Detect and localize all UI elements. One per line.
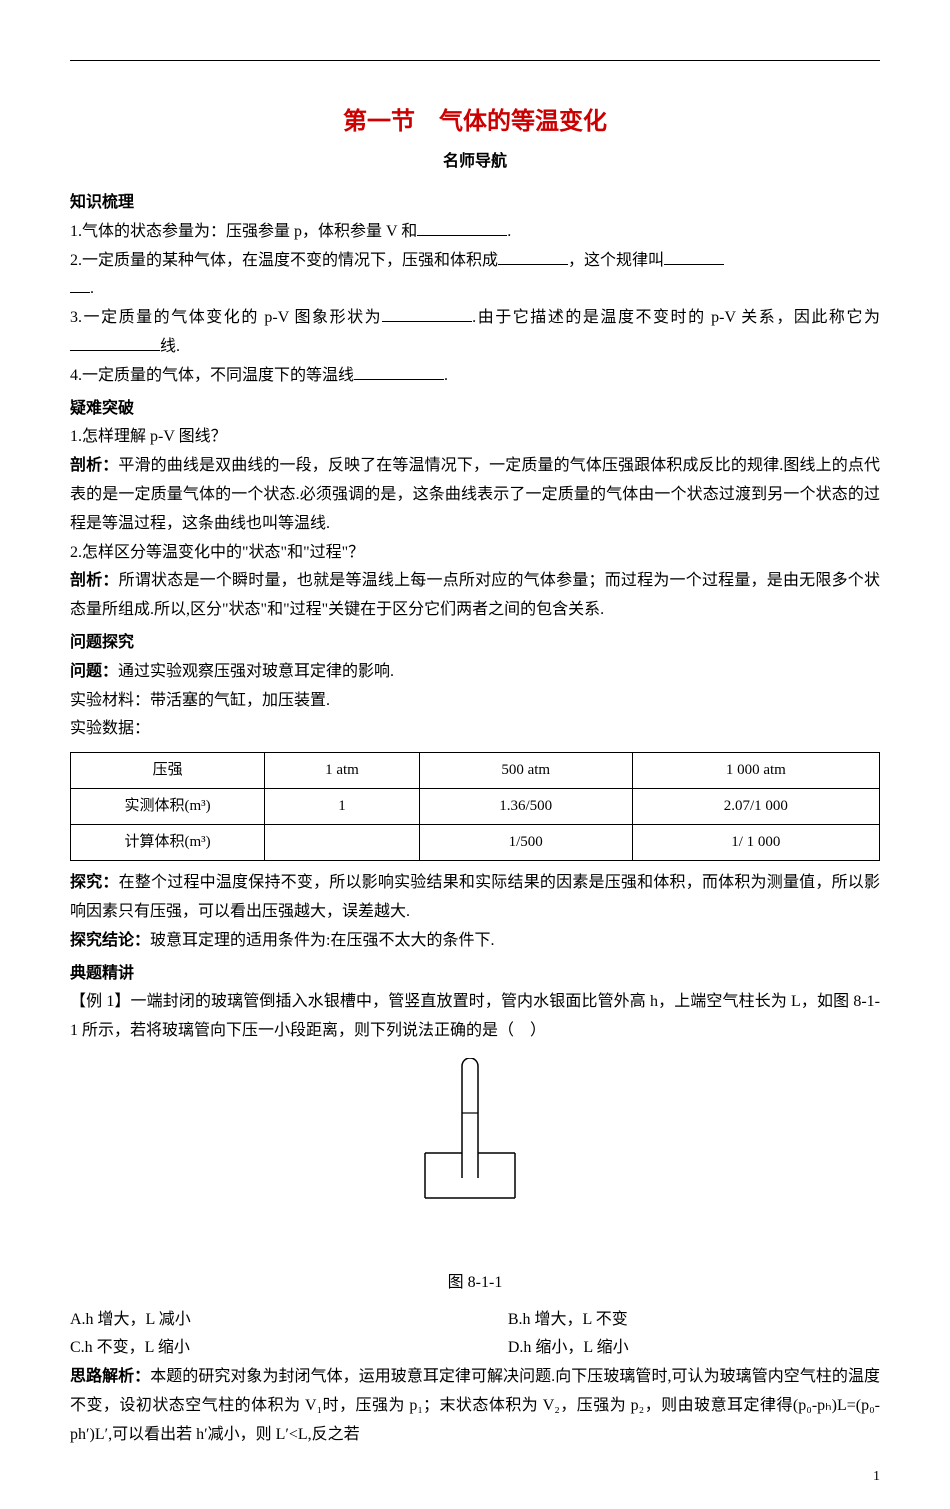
difficulty-q1: 1.怎样理解 p-V 图线？ bbox=[70, 423, 880, 452]
explore-research: 探究：在整个过程中温度保持不变，所以影响实验结果和实际结果的因素是压强和体积，而… bbox=[70, 869, 880, 927]
explore-materials: 实验材料：带活塞的气缸，加压装置. bbox=[70, 687, 880, 716]
blank-fill bbox=[70, 335, 160, 351]
text: .由于它描述的是温度不变时的 p-V 关系，因此称它为 bbox=[472, 309, 880, 326]
text: 一端封闭的玻璃管倒插入水银槽中，管竖直放置时，管内水银面比管外高 h，上端空气柱… bbox=[70, 993, 880, 1039]
text: 2.一定质量的某种气体，在温度不变的情况下，压强和体积成 bbox=[70, 252, 498, 269]
explore-data-label: 实验数据： bbox=[70, 715, 880, 744]
knowledge-item-3: 3.一定质量的气体变化的 p-V 图象形状为 .由于它描述的是温度不变时的 p-V… bbox=[70, 304, 880, 362]
blank-fill bbox=[382, 306, 472, 322]
table-cell: 1 000 atm bbox=[632, 753, 879, 789]
blank-fill bbox=[354, 364, 444, 380]
text: 平滑的曲线是双曲线的一段，反映了在等温情况下，一定质量的气体压强跟体积成反比的规… bbox=[70, 457, 880, 532]
conclusion-label: 探究结论： bbox=[70, 932, 150, 949]
text: 线. bbox=[160, 338, 180, 355]
options-row-1: A.h 增大，L 减小 B.h 增大，L 不变 bbox=[70, 1306, 880, 1335]
heading-knowledge: 知识梳理 bbox=[70, 189, 880, 218]
knowledge-item-2: 2.一定质量的某种气体，在温度不变的情况下，压强和体积成 ，这个规律叫. bbox=[70, 247, 880, 305]
explore-question: 问题：通过实验观察压强对玻意耳定律的影响. bbox=[70, 658, 880, 687]
table-cell: 1 bbox=[265, 789, 420, 825]
table-cell: 2.07/1 000 bbox=[632, 789, 879, 825]
table-cell: 1/ 1 000 bbox=[632, 825, 879, 861]
explore-conclusion: 探究结论：玻意耳定理的适用条件为:在压强不太大的条件下. bbox=[70, 927, 880, 956]
table-cell: 1 atm bbox=[265, 753, 420, 789]
table-cell: 实测体积(m³) bbox=[71, 789, 265, 825]
analysis-label: 剖析： bbox=[70, 572, 119, 589]
option-c: C.h 不变，L 缩小 bbox=[70, 1334, 508, 1363]
blank-fill bbox=[70, 277, 90, 293]
heading-examples: 典题精讲 bbox=[70, 960, 880, 989]
options-row-2: C.h 不变，L 缩小 D.h 缩小，L 缩小 bbox=[70, 1334, 880, 1363]
table-cell: 计算体积(m³) bbox=[71, 825, 265, 861]
heading-explore: 问题探究 bbox=[70, 629, 880, 658]
text: . bbox=[507, 223, 511, 240]
knowledge-item-1: 1.气体的状态参量为：压强参量 p，体积参量 V 和. bbox=[70, 218, 880, 247]
heading-difficulty: 疑难突破 bbox=[70, 395, 880, 424]
blank-fill bbox=[417, 220, 507, 236]
text: 3.一定质量的气体变化的 p-V 图象形状为 bbox=[70, 309, 382, 326]
table-row: 压强 1 atm 500 atm 1 000 atm bbox=[71, 753, 880, 789]
text: . bbox=[90, 280, 94, 297]
table-cell: 1/500 bbox=[419, 825, 632, 861]
difficulty-q2: 2.怎样区分等温变化中的"状态"和"过程"？ bbox=[70, 539, 880, 568]
figure-caption: 图 8-1-1 bbox=[70, 1269, 880, 1298]
text: ，这个规律叫 bbox=[568, 252, 664, 269]
header-rule bbox=[70, 60, 880, 61]
research-label: 探究： bbox=[70, 874, 119, 891]
text: 在整个过程中温度保持不变，所以影响实验结果和实际结果的因素是压强和体积，而体积为… bbox=[70, 874, 880, 920]
analysis-label: 剖析： bbox=[70, 457, 118, 474]
text: 4.一定质量的气体，不同温度下的等温线 bbox=[70, 367, 354, 384]
table-row: 计算体积(m³) 1/500 1/ 1 000 bbox=[71, 825, 880, 861]
analysis-label: 思路解析： bbox=[70, 1368, 150, 1385]
experiment-data-table: 压强 1 atm 500 atm 1 000 atm 实测体积(m³) 1 1.… bbox=[70, 752, 880, 861]
text: 所谓状态是一个瞬时量，也就是等温线上每一点所对应的气体参量；而过程为一个过程量，… bbox=[70, 572, 880, 618]
text: 1.气体的状态参量为：压强参量 p，体积参量 V 和 bbox=[70, 223, 417, 240]
table-cell: 压强 bbox=[71, 753, 265, 789]
example-label: 【例 1】 bbox=[70, 993, 131, 1010]
glass-tube-diagram-icon bbox=[400, 1058, 550, 1218]
example-1-stem: 【例 1】一端封闭的玻璃管倒插入水银槽中，管竖直放置时，管内水银面比管外高 h，… bbox=[70, 988, 880, 1046]
figure-8-1-1 bbox=[70, 1058, 880, 1229]
subtitle: 名师导航 bbox=[70, 148, 880, 177]
table-cell bbox=[265, 825, 420, 861]
option-b: B.h 增大，L 不变 bbox=[508, 1306, 880, 1335]
example-1-analysis: 思路解析：本题的研究对象为封闭气体，运用玻意耳定律可解决问题.向下压玻璃管时,可… bbox=[70, 1363, 880, 1449]
text: 玻意耳定理的适用条件为:在压强不太大的条件下. bbox=[150, 932, 494, 949]
table-cell: 1.36/500 bbox=[419, 789, 632, 825]
page-number: 1 bbox=[873, 1464, 880, 1489]
difficulty-a1: 剖析：平滑的曲线是双曲线的一段，反映了在等温情况下，一定质量的气体压强跟体积成反… bbox=[70, 452, 880, 538]
knowledge-item-4: 4.一定质量的气体，不同温度下的等温线. bbox=[70, 362, 880, 391]
table-row: 实测体积(m³) 1 1.36/500 2.07/1 000 bbox=[71, 789, 880, 825]
option-a: A.h 增大，L 减小 bbox=[70, 1306, 508, 1335]
blank-fill bbox=[664, 249, 724, 265]
blank-fill bbox=[498, 249, 568, 265]
difficulty-a2: 剖析：所谓状态是一个瞬时量，也就是等温线上每一点所对应的气体参量；而过程为一个过… bbox=[70, 567, 880, 625]
table-cell: 500 atm bbox=[419, 753, 632, 789]
text: . bbox=[444, 367, 448, 384]
question-label: 问题： bbox=[70, 663, 118, 680]
option-d: D.h 缩小，L 缩小 bbox=[508, 1334, 880, 1363]
text: 通过实验观察压强对玻意耳定律的影响. bbox=[118, 663, 394, 680]
text: 本题的研究对象为封闭气体，运用玻意耳定律可解决问题.向下压玻璃管时,可认为玻璃管… bbox=[70, 1368, 880, 1443]
main-title: 第一节 气体的等温变化 bbox=[70, 101, 880, 144]
